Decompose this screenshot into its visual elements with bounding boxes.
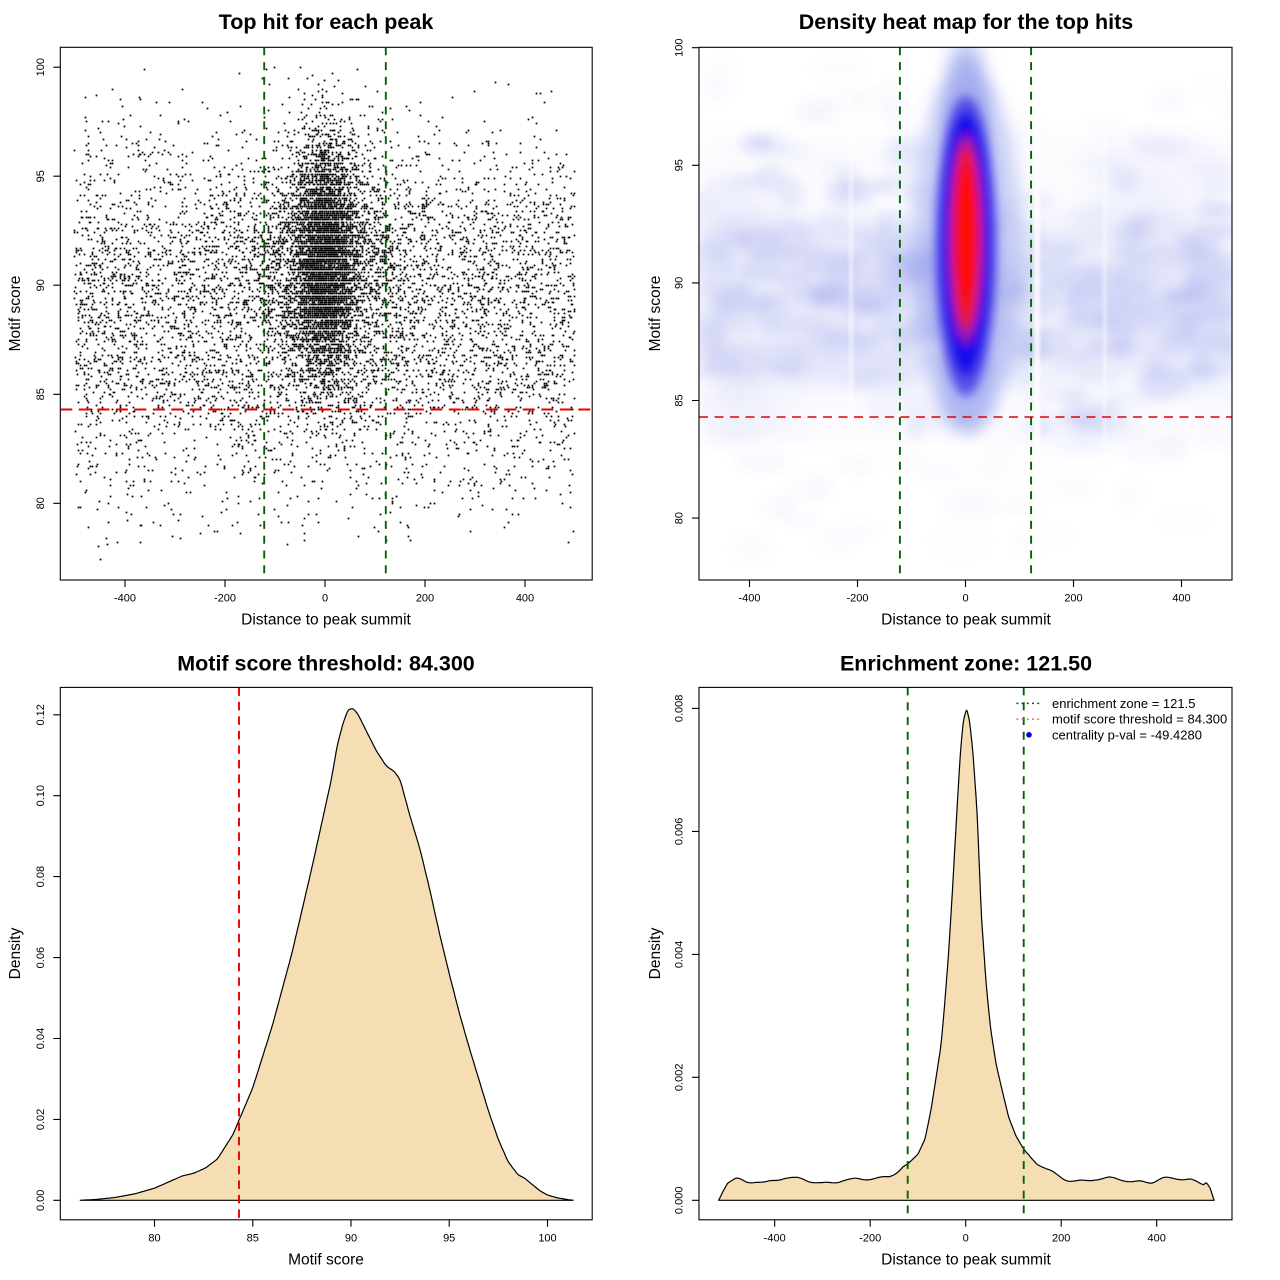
svg-text:0.008: 0.008 [674,695,686,723]
svg-text:-200: -200 [214,593,236,605]
svg-text:80: 80 [148,1232,160,1244]
svg-text:85: 85 [247,1232,259,1244]
svg-text:200: 200 [1052,1232,1070,1244]
svg-text:motif score threshold = 84.300: motif score threshold = 84.300 [1052,712,1227,727]
svg-text:95: 95 [35,170,47,182]
svg-text:Motif score: Motif score [647,276,664,352]
svg-text:-200: -200 [859,1232,881,1244]
svg-text:95: 95 [443,1232,455,1244]
svg-text:Top hit for each peak: Top hit for each peak [219,10,434,34]
svg-text:0.06: 0.06 [35,947,47,968]
svg-text:100: 100 [674,39,686,57]
svg-text:85: 85 [35,388,47,400]
svg-text:0.12: 0.12 [35,704,47,725]
svg-text:Distance to peak summit: Distance to peak summit [881,612,1051,629]
svg-text:200: 200 [1064,593,1082,605]
svg-text:0.02: 0.02 [35,1109,47,1130]
svg-text:100: 100 [35,58,47,76]
svg-text:Motif score threshold: 84.300: Motif score threshold: 84.300 [177,652,475,676]
svg-text:90: 90 [35,279,47,291]
svg-text:0: 0 [962,593,968,605]
svg-text:80: 80 [674,512,686,524]
svg-text:400: 400 [1148,1232,1166,1244]
svg-text:0.004: 0.004 [674,941,686,969]
svg-text:0: 0 [963,1232,969,1244]
svg-text:Distance to peak summit: Distance to peak summit [241,612,411,629]
svg-text:400: 400 [1172,593,1190,605]
svg-text:-400: -400 [738,593,760,605]
svg-text:Density heat map for the top h: Density heat map for the top hits [799,10,1134,34]
svg-text:80: 80 [35,497,47,509]
svg-text:enrichment zone = 121.5: enrichment zone = 121.5 [1052,696,1195,711]
svg-text:0: 0 [322,593,328,605]
svg-text:90: 90 [674,277,686,289]
svg-text:0.04: 0.04 [35,1028,47,1049]
svg-text:-400: -400 [114,593,136,605]
svg-text:-400: -400 [764,1232,786,1244]
svg-text:400: 400 [516,593,534,605]
svg-text:0.00: 0.00 [35,1190,47,1211]
svg-text:Enrichment zone: 121.50: Enrichment zone: 121.50 [840,652,1092,676]
svg-text:95: 95 [674,159,686,171]
svg-text:Motif score: Motif score [7,276,24,352]
svg-text:Distance to peak summit: Distance to peak summit [881,1252,1051,1269]
svg-text:0.006: 0.006 [674,818,686,846]
svg-text:0.08: 0.08 [35,866,47,887]
svg-text:Density: Density [647,927,664,979]
svg-text:85: 85 [674,394,686,406]
svg-text:centrality p-val = -49.4280: centrality p-val = -49.4280 [1052,727,1202,742]
svg-text:90: 90 [345,1232,357,1244]
svg-text:0.000: 0.000 [674,1187,686,1215]
svg-text:-200: -200 [846,593,868,605]
svg-text:0.002: 0.002 [674,1064,686,1092]
svg-text:100: 100 [538,1232,556,1244]
svg-text:Density: Density [7,927,24,979]
svg-text:200: 200 [416,593,434,605]
svg-text:0.10: 0.10 [35,785,47,806]
svg-text:Motif score: Motif score [288,1252,364,1269]
